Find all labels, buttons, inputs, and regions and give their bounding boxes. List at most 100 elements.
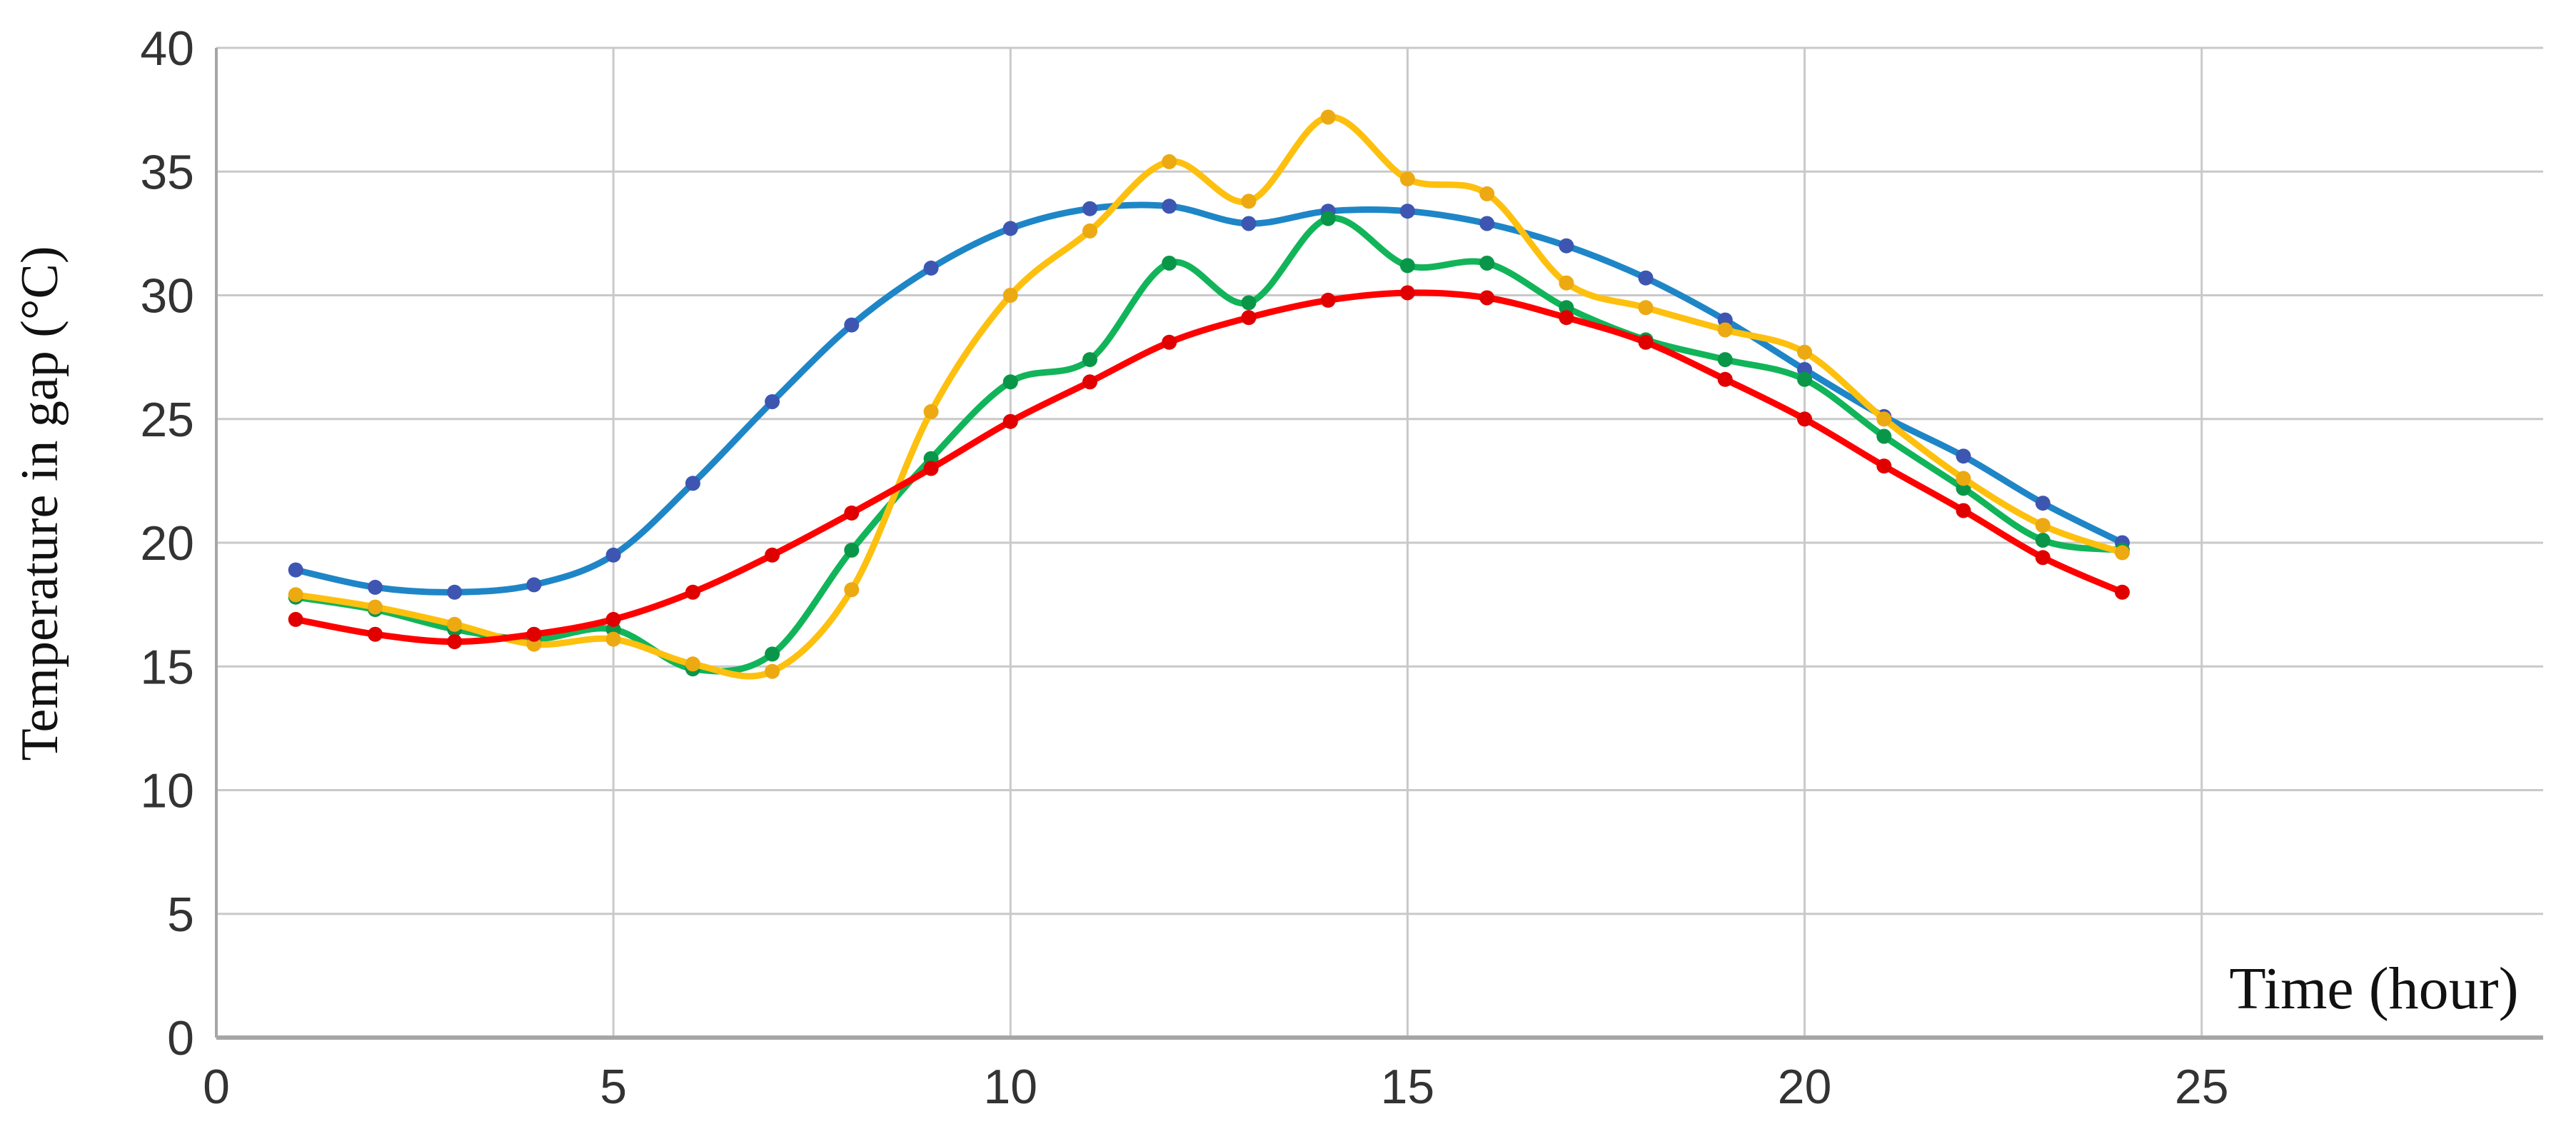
series-blue-marker xyxy=(1559,238,1574,254)
series-red-marker xyxy=(605,611,621,627)
series-yellow-marker xyxy=(1479,186,1495,201)
y-tick-label: 30 xyxy=(140,269,194,323)
series-blue-marker xyxy=(1002,221,1018,236)
series-red-marker xyxy=(923,461,939,476)
series-yellow-marker xyxy=(923,403,939,419)
series-green-marker xyxy=(1876,428,1892,444)
series-green-marker xyxy=(1320,211,1336,226)
series-red-marker xyxy=(288,611,303,627)
series-yellow-marker xyxy=(2115,545,2130,561)
series-green-marker xyxy=(1479,256,1495,271)
series-red-marker xyxy=(1082,374,1097,390)
series-red-marker xyxy=(765,547,780,563)
series-red-marker xyxy=(1479,290,1495,306)
series-red-marker xyxy=(1876,458,1892,474)
y-tick-label: 10 xyxy=(140,764,194,818)
series-blue-marker xyxy=(1399,204,1415,219)
series-blue-marker xyxy=(526,577,542,593)
series-yellow-marker xyxy=(368,599,383,615)
y-axis-title: Temperature in gap (°C) xyxy=(11,246,69,761)
series-blue-marker xyxy=(1082,201,1097,216)
x-tick-label: 25 xyxy=(2175,1060,2229,1114)
series-red xyxy=(288,285,2130,650)
series-red-marker xyxy=(1717,371,1733,387)
series-green-marker xyxy=(1399,258,1415,274)
x-tick-label: 15 xyxy=(1381,1060,1435,1114)
y-tick-label: 5 xyxy=(167,888,194,942)
series-green xyxy=(288,211,2130,677)
y-tick-label: 25 xyxy=(140,393,194,447)
series-red-marker xyxy=(1399,285,1415,301)
series-red-marker xyxy=(2115,584,2130,600)
series-red-marker xyxy=(1956,503,1971,518)
series-green-marker xyxy=(844,542,860,558)
series-blue-marker xyxy=(1638,270,1654,286)
series-yellow-marker xyxy=(1082,223,1097,239)
series-red-marker xyxy=(526,626,542,642)
series-red-marker xyxy=(447,634,463,650)
series-yellow-marker xyxy=(844,582,860,598)
series-layer xyxy=(288,109,2130,680)
series-yellow-marker xyxy=(1162,154,1177,169)
series-yellow-marker xyxy=(605,631,621,647)
series-yellow-marker xyxy=(447,616,463,632)
series-yellow-marker xyxy=(288,587,303,603)
series-yellow-marker xyxy=(1559,275,1574,291)
series-blue-marker xyxy=(1956,448,1971,464)
series-green-marker xyxy=(1241,295,1257,311)
series-red-marker xyxy=(368,626,383,642)
series-red-marker xyxy=(1797,411,1813,427)
series-blue-marker xyxy=(1162,199,1177,214)
series-yellow-marker xyxy=(1717,322,1733,338)
series-red-marker xyxy=(1638,334,1654,350)
series-red-marker xyxy=(844,505,860,521)
series-yellow xyxy=(288,109,2130,680)
x-axis-title: Time (hour) xyxy=(2229,955,2518,1022)
series-green-marker xyxy=(1082,352,1097,368)
series-blue-marker xyxy=(844,317,860,333)
series-blue-marker xyxy=(368,579,383,595)
series-yellow-marker xyxy=(1956,471,1971,486)
series-yellow-marker xyxy=(685,656,700,672)
axes xyxy=(215,48,2543,1040)
x-tick-label: 20 xyxy=(1778,1060,1832,1114)
series-yellow-marker xyxy=(1241,194,1257,209)
series-blue-marker xyxy=(1479,216,1495,231)
series-yellow-marker xyxy=(1638,300,1654,316)
gridlines xyxy=(216,46,2543,1038)
series-red-marker xyxy=(1241,310,1257,326)
series-blue xyxy=(288,199,2130,600)
series-red-marker xyxy=(685,584,700,600)
series-green-marker xyxy=(1002,374,1018,390)
series-green-marker xyxy=(2035,533,2051,548)
series-red-marker xyxy=(1559,310,1574,326)
x-tick-label: 10 xyxy=(983,1060,1037,1114)
series-green-marker xyxy=(765,646,780,662)
series-green-marker xyxy=(1717,352,1733,368)
series-blue-marker xyxy=(288,562,303,578)
series-yellow-marker xyxy=(1797,344,1813,360)
y-tick-label: 20 xyxy=(140,516,194,571)
series-blue-marker xyxy=(605,547,621,563)
series-yellow-marker xyxy=(1876,411,1892,427)
series-red-marker xyxy=(1162,334,1177,350)
series-blue-marker xyxy=(1241,216,1257,231)
series-red-marker xyxy=(2035,550,2051,566)
y-tick-label: 15 xyxy=(140,640,194,694)
series-blue-marker xyxy=(765,394,780,409)
series-blue-marker xyxy=(685,476,700,491)
x-tick-label: 0 xyxy=(203,1060,230,1114)
series-yellow-marker xyxy=(765,663,780,679)
y-tick-label: 0 xyxy=(167,1011,194,1065)
series-yellow-marker xyxy=(1320,109,1336,125)
series-blue-marker xyxy=(923,260,939,276)
x-tick-label: 5 xyxy=(600,1060,627,1114)
series-green-marker xyxy=(1162,256,1177,271)
series-green-marker xyxy=(1797,371,1813,387)
series-yellow-marker xyxy=(1399,171,1415,187)
series-blue-marker xyxy=(2035,496,2051,511)
series-red-marker xyxy=(1320,292,1336,308)
y-tick-label: 40 xyxy=(140,21,194,76)
